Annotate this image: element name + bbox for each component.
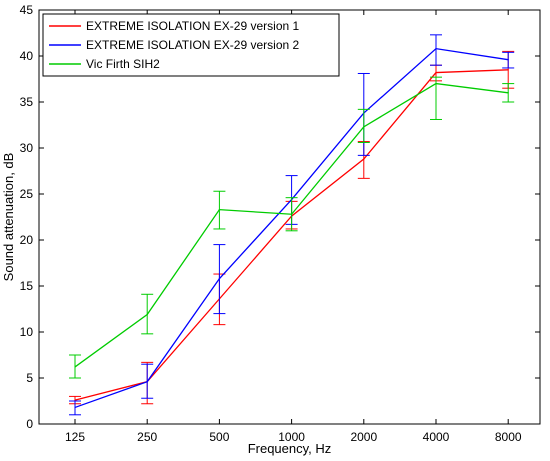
x-tick-label: 2000	[350, 430, 377, 444]
y-tick-label: 15	[20, 279, 34, 293]
y-tick-label: 0	[26, 417, 33, 431]
y-axis-title: Sound attenuation, dB	[1, 153, 16, 282]
y-tick-label: 40	[20, 49, 34, 63]
x-tick-label: 250	[137, 430, 157, 444]
legend-label: EXTREME ISOLATION EX-29 version 1	[86, 19, 300, 33]
x-tick-label: 500	[209, 430, 229, 444]
y-tick-label: 35	[20, 95, 34, 109]
x-tick-label: 1000	[278, 430, 305, 444]
data-point	[74, 406, 76, 409]
data-point	[507, 69, 509, 71]
legend-label: EXTREME ISOLATION EX-29 version 2	[86, 38, 300, 52]
series-3	[69, 76, 515, 379]
plot-area-frame	[38, 9, 541, 425]
data-point	[146, 381, 148, 383]
y-tick-label: 30	[20, 141, 34, 155]
axis-ticks: 0 5 10 15 20 25 30 35 40 45 125 250 500 1000 2000 4000 8…	[20, 3, 540, 444]
series-layer	[69, 34, 515, 416]
y-tick-label: 45	[20, 3, 34, 17]
legend-box	[42, 13, 340, 77]
y-tick-label: 5	[26, 371, 33, 385]
data-point	[218, 278, 220, 280]
data-point	[507, 92, 509, 94]
x-tick-label: 4000	[423, 430, 450, 444]
data-point	[435, 48, 437, 50]
data-point	[435, 71, 437, 74]
y-tick-label: 20	[20, 233, 34, 247]
data-point	[507, 59, 509, 61]
data-point	[435, 83, 437, 85]
x-tick-label: 8000	[495, 430, 522, 444]
data-point	[74, 366, 76, 368]
data-point	[363, 126, 365, 128]
y-tick-label: 25	[20, 187, 34, 201]
x-axis-title: Frequency, Hz	[248, 441, 332, 456]
data-point	[74, 399, 76, 401]
legend: EXTREME ISOLATION EX-29 version 1 EXTREME…	[42, 13, 340, 77]
x-tick-label: 125	[65, 430, 85, 444]
data-point	[146, 313, 148, 316]
data-point	[291, 213, 293, 215]
legend-label: Vic Firth SIH2	[86, 57, 160, 71]
y-tick-label: 10	[20, 325, 34, 339]
data-point	[363, 158, 365, 160]
data-point	[218, 209, 220, 211]
